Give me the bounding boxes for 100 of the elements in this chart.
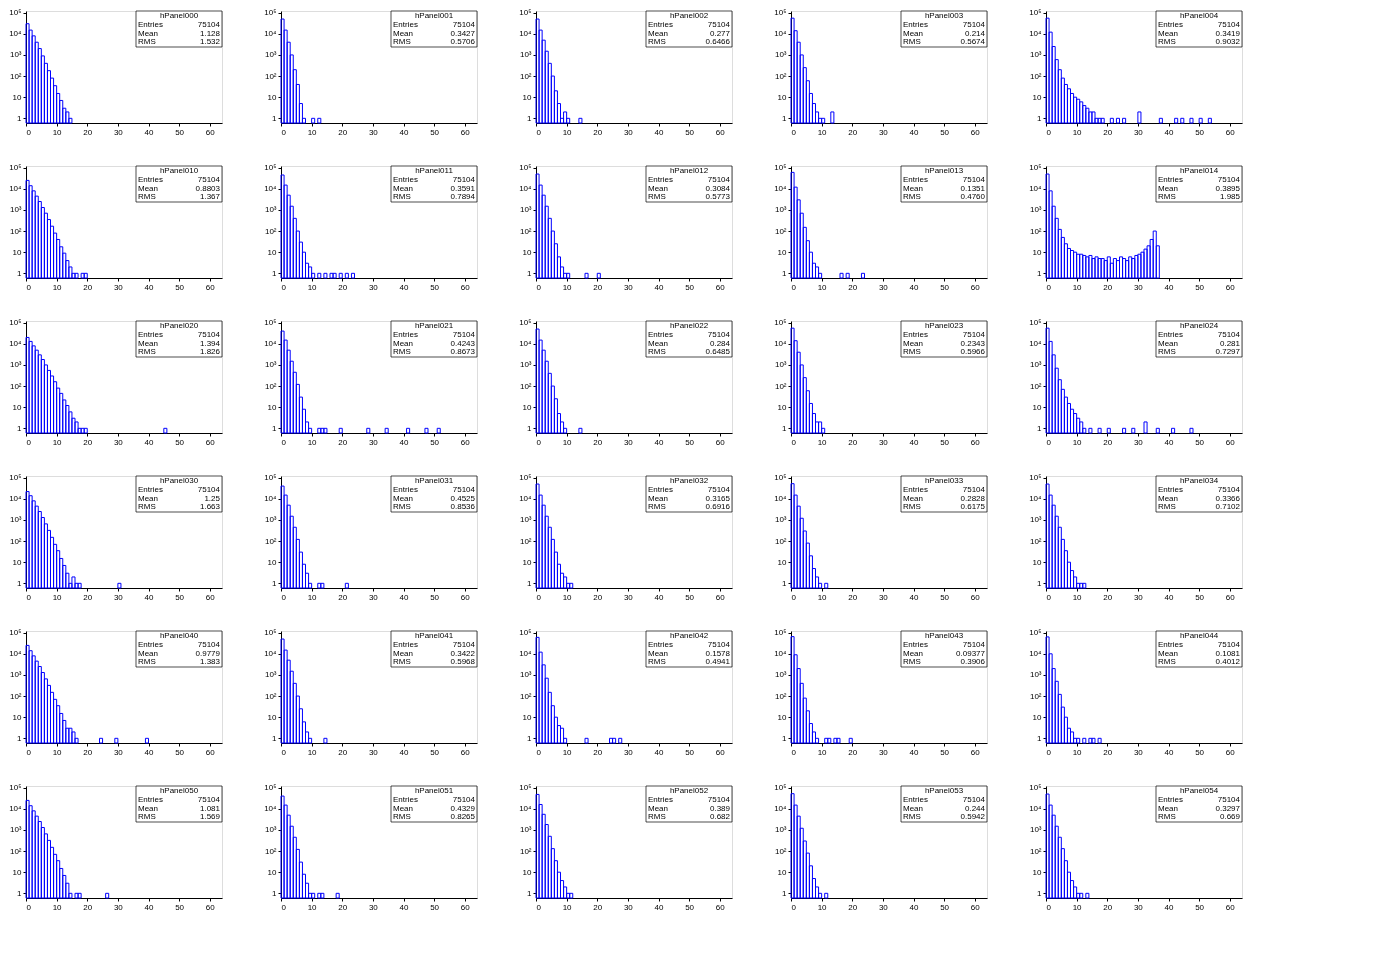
y-tick-label: 10⁴	[9, 649, 23, 659]
annotation: 0.3591	[450, 183, 476, 193]
chart-title: hPanel022	[669, 321, 709, 330]
x-tick-label: 30	[878, 902, 889, 912]
annotation: Mean	[1158, 803, 1179, 813]
x-tick-label: 20	[848, 747, 858, 757]
x-tick-label: 40	[654, 282, 664, 292]
y-tick-label: 10⁵	[264, 783, 277, 793]
y-tick-label: 10⁴	[9, 29, 23, 39]
x-tick-label: 60	[970, 747, 981, 757]
annotation: Entries	[903, 640, 928, 649]
y-tick-label: 10⁵	[774, 783, 787, 793]
x-tick-label: 30	[113, 592, 124, 602]
x-tick-label: 30	[113, 127, 124, 137]
annotation: RMS	[648, 37, 666, 46]
annotation: 75104	[1217, 175, 1241, 184]
x-tick-label: 40	[144, 282, 154, 292]
y-tick-label: 10⁵	[9, 8, 22, 18]
x-tick-label: 0	[281, 282, 287, 292]
chart-title: hPanel031	[414, 476, 454, 485]
x-tick-label: 20	[593, 747, 603, 757]
annotation: RMS	[648, 812, 666, 821]
x-tick-label: 0	[791, 902, 797, 912]
y-tick-label: 10⁵	[9, 318, 22, 328]
y-tick-label: 10⁴	[264, 184, 278, 194]
y-tick-label: 1	[17, 113, 23, 123]
annotation: RMS	[903, 657, 921, 666]
y-tick-label: 10⁵	[774, 8, 787, 18]
annotation: 0.5966	[960, 347, 986, 356]
annotation: 0.3895	[1215, 183, 1241, 193]
x-tick-label: 10	[307, 592, 318, 602]
x-tick-label: 60	[1225, 127, 1236, 137]
y-tick-label: 10⁴	[264, 29, 278, 39]
x-tick-label: 10	[52, 437, 63, 447]
x-tick-label: 50	[1195, 282, 1205, 292]
x-tick-label: 60	[715, 592, 726, 602]
x-tick-label: 20	[83, 747, 93, 757]
x-tick-label: 40	[399, 282, 409, 292]
annotation: 0.5942	[960, 812, 986, 821]
annotation: RMS	[1158, 657, 1176, 666]
y-tick-label: 1	[782, 423, 788, 433]
annotation: 0.281	[1219, 338, 1241, 348]
y-tick-label: 10	[1032, 712, 1043, 722]
y-tick-label: 10⁵	[774, 628, 787, 638]
x-tick-label: 10	[52, 902, 63, 912]
y-tick-label: 10³	[264, 50, 277, 60]
y-tick-label: 10³	[774, 205, 787, 215]
annotation: 75104	[962, 20, 986, 29]
x-tick-label: 50	[175, 282, 185, 292]
x-tick-label: 60	[1225, 902, 1236, 912]
x-tick-label: 30	[1133, 747, 1144, 757]
x-tick-label: 10	[307, 747, 318, 757]
x-tick-label: 20	[1103, 747, 1113, 757]
x-tick-label: 40	[1164, 747, 1174, 757]
x-tick-label: 60	[460, 592, 471, 602]
annotation: Mean	[903, 493, 924, 503]
y-tick-label: 10³	[519, 50, 532, 60]
chart-title: hPanel040	[159, 631, 199, 640]
annotation: 0.1081	[1215, 648, 1241, 658]
y-tick-label: 10²	[1029, 691, 1042, 701]
y-tick-label: 10	[522, 867, 533, 877]
x-tick-label: 50	[1195, 902, 1205, 912]
annotation: Entries	[138, 485, 163, 494]
y-tick-label: 1	[527, 888, 533, 898]
y-tick-label: 10⁴	[264, 494, 278, 504]
annotation: 0.4243	[450, 338, 476, 348]
y-tick-label: 1	[1037, 423, 1043, 433]
x-tick-label: 30	[623, 437, 634, 447]
x-tick-label: 60	[715, 437, 726, 447]
annotation: Entries	[648, 640, 673, 649]
y-tick-label: 10²	[264, 536, 277, 546]
y-tick-label: 10⁴	[9, 804, 23, 814]
y-tick-label: 10⁵	[1029, 783, 1042, 793]
annotation: 75104	[962, 795, 986, 804]
annotation: Mean	[393, 183, 414, 193]
annotation: RMS	[138, 657, 156, 666]
y-tick-label: 10²	[9, 846, 22, 856]
y-tick-label: 10	[777, 867, 788, 877]
x-tick-label: 60	[1225, 747, 1236, 757]
annotation: 0.4012	[1215, 657, 1241, 666]
y-tick-label: 10²	[774, 226, 787, 236]
x-tick-label: 30	[878, 747, 889, 757]
x-tick-label: 40	[1164, 437, 1174, 447]
x-tick-label: 30	[113, 437, 124, 447]
annotation: 75104	[452, 795, 476, 804]
annotation: 0.4941	[705, 657, 731, 666]
x-tick-label: 60	[715, 127, 726, 137]
y-tick-label: 10	[777, 92, 788, 102]
y-tick-label: 10⁵	[9, 628, 22, 638]
annotation: 0.3366	[1215, 493, 1241, 503]
annotation: 75104	[1217, 485, 1241, 494]
y-tick-label: 10	[522, 712, 533, 722]
x-tick-label: 40	[909, 282, 919, 292]
y-tick-label: 10⁵	[9, 783, 22, 793]
y-tick-label: 10²	[9, 536, 22, 546]
x-tick-label: 60	[460, 127, 471, 137]
annotation: 75104	[962, 175, 986, 184]
annotation: 0.6916	[705, 502, 731, 511]
x-tick-label: 10	[817, 592, 828, 602]
y-tick-label: 10	[1032, 92, 1043, 102]
